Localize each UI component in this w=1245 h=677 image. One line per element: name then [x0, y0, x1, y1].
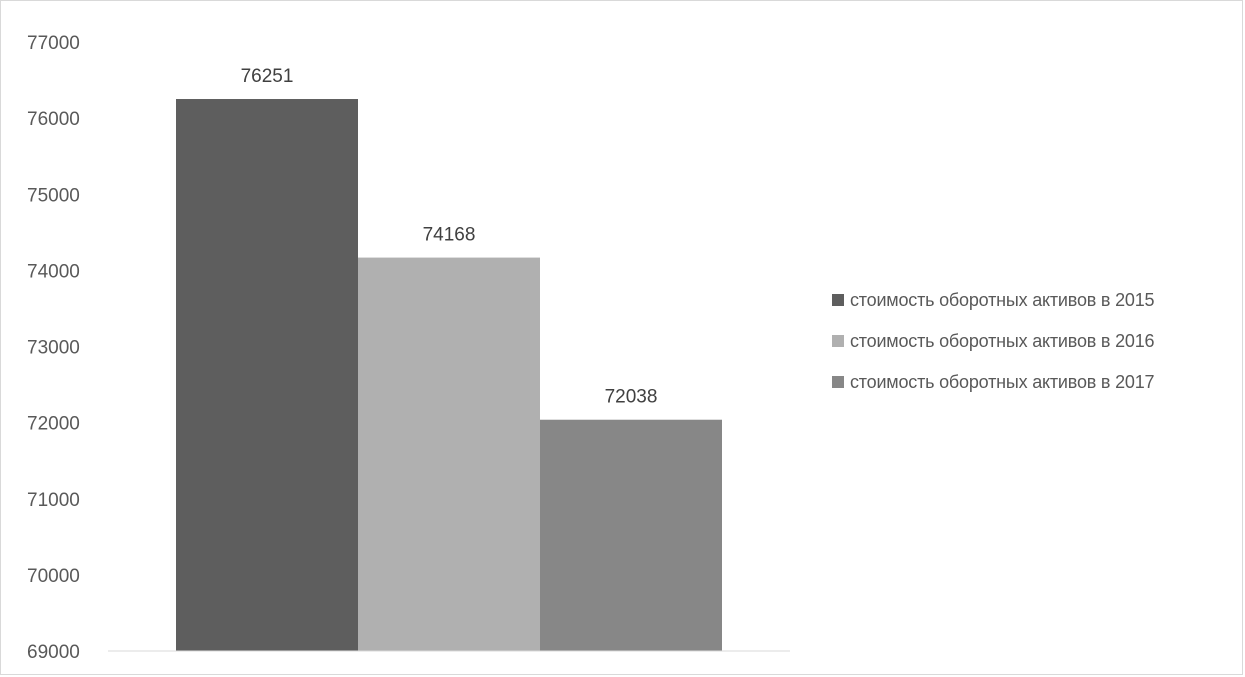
bar-1: [176, 99, 358, 651]
legend-item-2015: стоимость оборотных активов в 2015: [832, 288, 1242, 312]
legend-swatch-2017: [832, 376, 844, 388]
y-axis: 69000 70000 71000 72000 73000 74000 75000 76000…: [27, 33, 80, 663]
y-tick-label: 70000: [27, 566, 80, 587]
bar-2: [358, 257, 540, 651]
bar-3: [540, 419, 722, 651]
legend-swatch-2016: [832, 335, 844, 347]
y-tick-label: 71000: [27, 490, 80, 511]
legend: стоимость оборотных активов в 2015 стоим…: [832, 288, 1242, 411]
y-tick-label: 77000: [27, 33, 80, 54]
data-label-2: 74168: [423, 225, 476, 246]
y-tick-label: 72000: [27, 414, 80, 435]
data-labels: 76251 74168 72038: [241, 66, 658, 408]
y-tick-label: 74000: [27, 261, 80, 282]
legend-swatch-2015: [832, 294, 844, 306]
y-tick-label: 76000: [27, 109, 80, 130]
data-label-3: 72038: [605, 387, 658, 408]
legend-item-2017: стоимость оборотных активов в 2017: [832, 370, 1242, 394]
y-tick-label: 75000: [27, 185, 80, 206]
legend-label-2016: стоимость оборотных активов в 2016: [850, 330, 1155, 351]
legend-item-2016: стоимость оборотных активов в 2016: [832, 329, 1242, 353]
bars: [176, 99, 722, 651]
y-tick-label: 73000: [27, 338, 80, 359]
y-tick-label: 69000: [27, 642, 80, 663]
legend-label-2017: стоимость оборотных активов в 2017: [850, 371, 1155, 392]
data-label-1: 76251: [241, 66, 294, 87]
legend-label-2015: стоимость оборотных активов в 2015: [850, 289, 1155, 310]
